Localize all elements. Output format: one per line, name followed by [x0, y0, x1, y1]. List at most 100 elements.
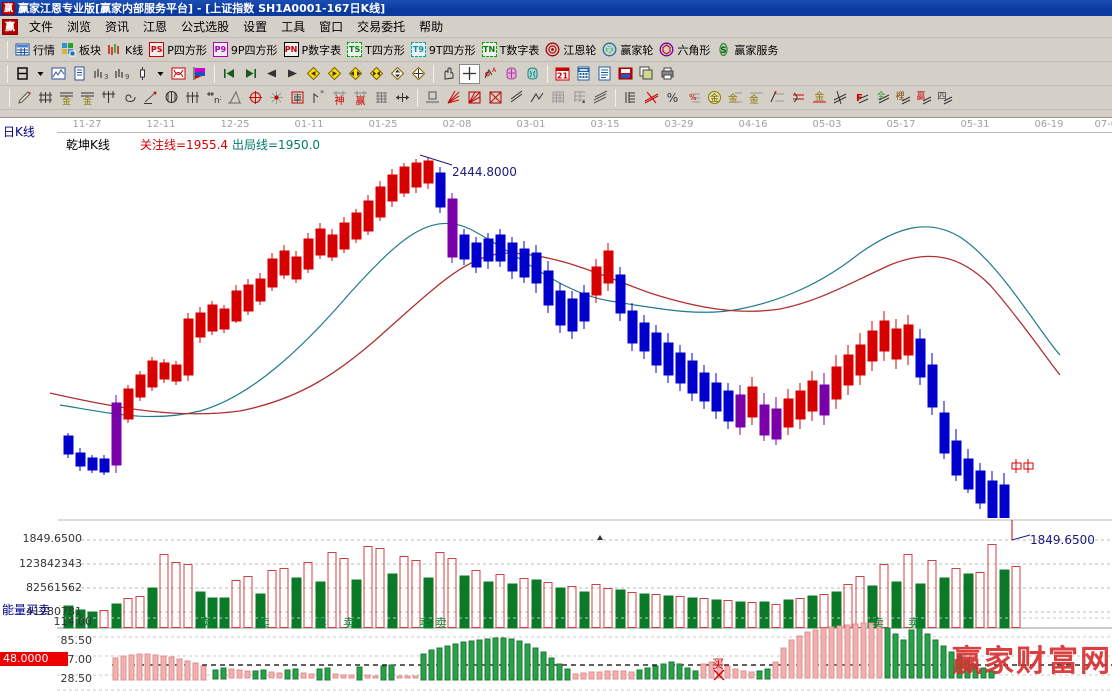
menu-item-gann[interactable]: 江恩 [143, 20, 168, 34]
copy-button[interactable] [636, 64, 657, 84]
gold-grid-button[interactable]: 金 [56, 88, 77, 108]
kline-9-button[interactable]: 9 [111, 64, 132, 84]
pen-red-button[interactable] [767, 88, 788, 108]
hand-pan-button[interactable] [438, 64, 459, 84]
last-page-button[interactable] [240, 64, 261, 84]
toolbar-button-kline[interactable]: K线 [104, 40, 146, 60]
zigzag-button[interactable] [527, 88, 548, 108]
menu-item-tools[interactable]: 工具 [281, 20, 306, 34]
gold-mark-button[interactable]: 金 [809, 88, 830, 108]
toolbar-button-p-number-table[interactable]: PN P数字表 [281, 40, 345, 60]
box-diag-button[interactable] [485, 88, 506, 108]
menu-item-formula-stock-pick[interactable]: 公式选股 [181, 20, 230, 34]
color-flag-button[interactable] [189, 64, 210, 84]
fan-red-button[interactable] [443, 88, 464, 108]
lattice-button[interactable] [371, 88, 392, 108]
multi-chart-button[interactable] [48, 64, 69, 84]
gold-line-button[interactable]: 金 [746, 88, 767, 108]
scroll-right-button[interactable] [324, 64, 345, 84]
print-button[interactable] [657, 64, 678, 84]
toolbar-button-gann-wheel[interactable]: 江恩轮 [542, 40, 599, 60]
ying-button[interactable]: 赢 [350, 88, 371, 108]
parallel-button[interactable] [590, 88, 611, 108]
crosshair-button[interactable] [459, 63, 480, 84]
ying-fan-button[interactable]: 赢 [914, 88, 935, 108]
chart-area[interactable]: 日K线 11-27 12-11 12-25 01-11 01-25 02-08 … [0, 117, 1112, 691]
zoom-vertical-button[interactable] [387, 64, 408, 84]
menu-item-settings[interactable]: 设置 [243, 20, 268, 34]
star-burst-button[interactable] [266, 88, 287, 108]
menu-item-window[interactable]: 窗口 [319, 20, 344, 34]
percent-fan-button[interactable] [641, 88, 662, 108]
pen-line-button[interactable] [140, 88, 161, 108]
brain-button[interactable] [522, 64, 543, 84]
f-fan-button[interactable]: F [851, 88, 872, 108]
period-dropdown-button[interactable] [33, 64, 48, 84]
report-button[interactable] [69, 64, 90, 84]
grid-net-button[interactable] [548, 88, 569, 108]
notes-button[interactable] [594, 64, 615, 84]
scroll-left-button[interactable] [303, 64, 324, 84]
prev-button[interactable] [261, 64, 282, 84]
box-base-button[interactable] [422, 88, 443, 108]
time-grid-button[interactable] [98, 88, 119, 108]
menu-item-help[interactable]: 帮助 [419, 20, 444, 34]
pencil-tool-button[interactable] [14, 88, 35, 108]
formula-button[interactable] [168, 64, 189, 84]
toolbar-button-t-number-table[interactable]: TN T数字表 [479, 40, 543, 60]
calculator-button[interactable] [573, 64, 594, 84]
fan-grid-button[interactable] [182, 88, 203, 108]
slash-fan-button[interactable] [830, 88, 851, 108]
percent-button[interactable]: % [662, 88, 683, 108]
indicator-pane[interactable]: 能量买卖 [0, 601, 1112, 691]
candle-style-button[interactable] [132, 64, 153, 84]
gold-grid2-button[interactable]: 金 [77, 88, 98, 108]
gold-bar-button[interactable]: 金 [725, 88, 746, 108]
toolbar-button-quotes[interactable]: 行情 [12, 40, 58, 60]
li-fan-button[interactable]: 裡 [893, 88, 914, 108]
circle-grid-button[interactable] [161, 88, 182, 108]
toolbar-button-winner-service[interactable]: S 赢家服务 [713, 40, 781, 60]
box-red-button[interactable]: 車 [287, 88, 308, 108]
first-page-button[interactable] [219, 64, 240, 84]
toolbar-button-blocks[interactable]: 板块 [58, 40, 104, 60]
bow-button[interactable] [788, 88, 809, 108]
zoom-horizontal-out-button[interactable] [366, 64, 387, 84]
menu-item-file[interactable]: 文件 [29, 20, 54, 34]
calendar-button[interactable]: 21 [552, 64, 573, 84]
box-fan-button[interactable] [464, 88, 485, 108]
shen-button[interactable]: 神 [329, 88, 350, 108]
brain-pink-button[interactable] [501, 64, 522, 84]
ladder-button[interactable] [620, 88, 641, 108]
four-fan-button[interactable]: 四 [935, 88, 956, 108]
next-button[interactable] [282, 64, 303, 84]
kline-3-button[interactable]: 3 [90, 64, 111, 84]
grid-corner-button[interactable] [569, 88, 590, 108]
toolbar-button-9t-square[interactable]: T9 9T四方形 [408, 40, 479, 60]
menu-item-browse[interactable]: 浏览 [67, 20, 92, 34]
angle-button[interactable] [224, 88, 245, 108]
toolbar-button-t-square[interactable]: TS T四方形 [344, 40, 408, 60]
measure-button[interactable] [392, 88, 413, 108]
draw-line-button[interactable]: A [480, 64, 501, 84]
candle-dropdown-button[interactable] [153, 64, 168, 84]
toolbar-button-winner-wheel[interactable]: 赢 赢家轮 [599, 40, 656, 60]
menu-item-news[interactable]: 资讯 [105, 20, 130, 34]
volume-pane[interactable]: 1849.6500 123842343 82561562 41280781 18… [0, 518, 1112, 691]
zoom-horizontal-in-button[interactable] [345, 64, 366, 84]
toolbar-button-p-square[interactable]: PS P四方形 [146, 40, 210, 60]
menu-item-trade[interactable]: 交易委托 [357, 20, 406, 34]
price-pane[interactable]: 乾坤K线 关注线=1955.4 出局线=1950.0 [0, 133, 1112, 518]
quote-mark-button[interactable]: " [308, 88, 329, 108]
gold-circle-button[interactable]: 金 [704, 88, 725, 108]
target-button[interactable] [245, 88, 266, 108]
spiral-button[interactable] [119, 88, 140, 108]
green-fan-button[interactable]: 全 [872, 88, 893, 108]
percent-line-button[interactable]: % [683, 88, 704, 108]
square-n2-button[interactable]: n² [203, 88, 224, 108]
gann-fan-h-button[interactable] [35, 88, 56, 108]
zoom-all-button[interactable] [408, 64, 429, 84]
toolbar-button-hexagon[interactable]: 六角形 [656, 40, 713, 60]
period-day-button[interactable] [12, 64, 33, 84]
toolbar-button-9p-square[interactable]: P9 9P四方形 [210, 40, 281, 60]
